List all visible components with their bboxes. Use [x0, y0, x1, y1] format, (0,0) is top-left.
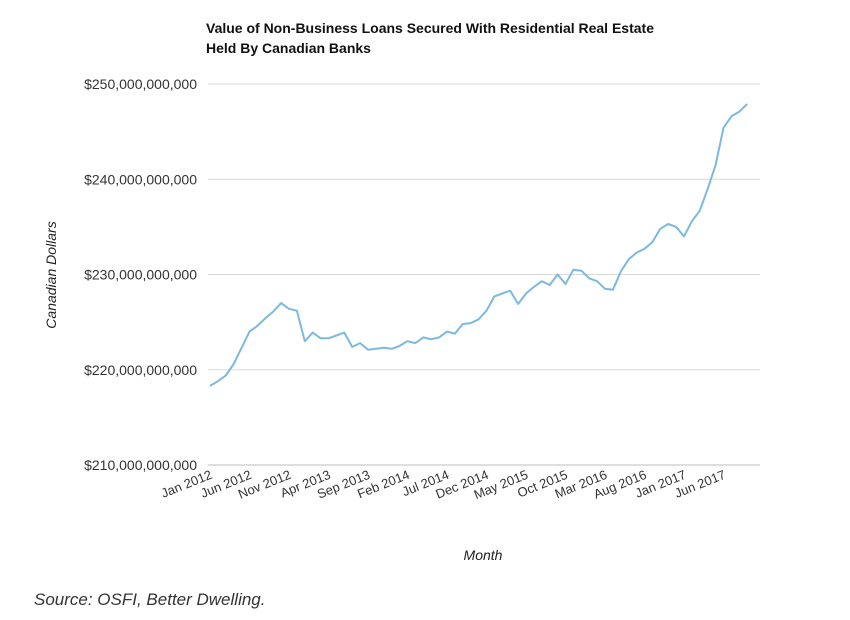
- y-tick-label: $210,000,000,000: [84, 457, 197, 473]
- y-tick-label: $230,000,000,000: [84, 267, 197, 283]
- series-line: [209, 103, 748, 387]
- y-tick-label: $240,000,000,000: [84, 171, 197, 187]
- series-layer: [209, 103, 748, 387]
- chart-title-line-1: Value of Non-Business Loans Secured With…: [206, 20, 654, 36]
- y-tick-label: $220,000,000,000: [84, 362, 197, 378]
- chart-title-line-2: Held By Canadian Banks: [206, 40, 371, 56]
- x-axis-title: Month: [464, 547, 503, 563]
- gridlines: [208, 83, 760, 466]
- chart-title: Value of Non-Business Loans Secured With…: [206, 18, 766, 58]
- y-axis-title: Canadian Dollars: [43, 221, 59, 328]
- y-axis-ticks: $210,000,000,000 $220,000,000,000 $230,000…: [84, 76, 197, 473]
- source-note: Source: OSFI, Better Dwelling.: [34, 590, 266, 609]
- y-tick-label: $250,000,000,000: [84, 76, 197, 92]
